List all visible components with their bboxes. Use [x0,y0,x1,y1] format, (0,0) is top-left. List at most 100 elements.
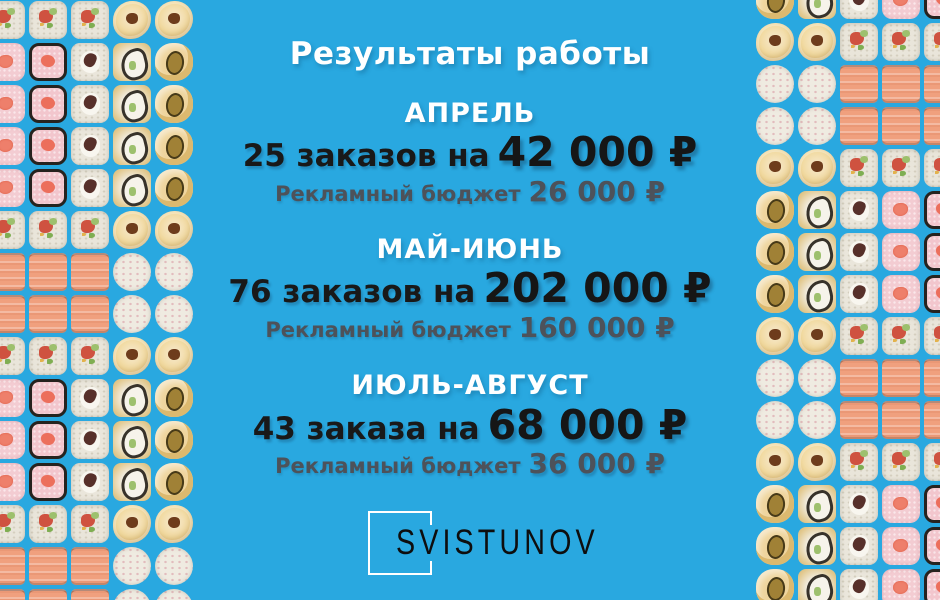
sushi-piece-makiVeg [840,23,878,61]
sushi-piece-crusted [113,379,151,417]
sushi-piece-creamTuna [71,421,109,459]
budget-amount: 36 000 ₽ [528,447,665,481]
sushi-piece-tempSwirl [113,505,151,543]
sushi-piece-creamTuna [71,85,109,123]
sushi-piece-crusted [798,233,836,271]
sushi-piece-creamTuna [71,169,109,207]
sushi-piece-crusted [113,85,151,123]
orders-amount: 202 000 ₽ [483,264,712,313]
budget-label: Рекламный бюджет [275,454,521,479]
sushi-piece-salmon [882,107,920,145]
budget-label: Рекламный бюджет [265,318,511,343]
sushi-piece-plain [155,547,193,585]
sushi-piece-crusted [798,0,836,19]
sushi-piece-tempSwirl [798,443,836,481]
sushi-piece-plain [798,359,836,397]
sushi-piece-salmon [924,401,940,439]
sushi-piece-salmon [882,401,920,439]
sushi-piece-tempSwirl [798,317,836,355]
logo: SVISTUNOV [340,508,600,578]
sushi-piece-salmon [29,253,67,291]
sushi-piece-tempOlive [155,127,193,165]
sushi-piece-pink [0,85,25,123]
sushi-piece-tempOlive [756,233,794,271]
sushi-piece-makiVeg [882,23,920,61]
logo-frame-square-icon [368,511,434,576]
sushi-piece-makiVeg [882,149,920,187]
result-section-may-june: МАЙ-ИЮНЬ 76 заказов на 202 000 ₽ Рекламны… [188,234,752,344]
sushi-piece-plain [756,65,794,103]
sushi-piece-creamTuna [71,43,109,81]
sushi-piece-tempOlive [756,569,794,600]
sushi-piece-tempSwirl [798,149,836,187]
sushi-piece-tempSwirl [155,1,193,39]
orders-line: 25 заказов на 42 000 ₽ [188,129,752,176]
month-heading: МАЙ-ИЮНЬ [376,234,564,266]
sushi-piece-crusted [113,169,151,207]
sushi-piece-makiVeg [29,211,67,249]
sushi-piece-creamTuna [840,275,878,313]
sushi-piece-tempOlive [756,527,794,565]
sushi-piece-tempSwirl [756,23,794,61]
logo-text: SVISTUNOV [396,523,599,563]
sushi-piece-salmon [840,65,878,103]
sushi-piece-creamTuna [840,0,878,19]
sushi-piece-pink [882,275,920,313]
sushi-piece-creamTuna [840,485,878,523]
sushi-piece-pinkNori [924,191,940,229]
sushi-piece-salmon [0,253,25,291]
orders-line: 76 заказов на 202 000 ₽ [188,266,752,312]
sushi-piece-plain [113,547,151,585]
month-heading: ИЮЛЬ-АВГУСТ [351,370,589,402]
sushi-piece-pinkNori [29,127,67,165]
sushi-piece-tempSwirl [113,337,151,375]
sushi-piece-plain [155,253,193,291]
sushi-piece-makiVeg [924,149,940,187]
sushi-piece-makiVeg [840,317,878,355]
sushi-piece-crusted [798,485,836,523]
orders-prefix: 76 заказов на [228,274,476,311]
sushi-piece-pink [0,421,25,459]
sushi-piece-pinkNori [924,233,940,271]
sushi-piece-salmon [29,295,67,333]
sushi-piece-plain [155,295,193,333]
sushi-piece-plain [798,107,836,145]
sushi-piece-pinkNori [29,85,67,123]
sushi-piece-tempSwirl [113,211,151,249]
page-title: Результаты работы [289,36,651,72]
result-section-april: АПРЕЛЬ 25 заказов на 42 000 ₽ Рекламный б… [188,98,752,208]
sushi-piece-salmon [0,295,25,333]
sushi-piece-tempOlive [155,421,193,459]
sushi-piece-makiVeg [71,211,109,249]
sushi-piece-tempSwirl [155,211,193,249]
budget-line: Рекламный бюджет 160 000 ₽ [188,311,752,345]
sushi-piece-tempSwirl [113,1,151,39]
sushi-piece-crusted [113,463,151,501]
sushi-piece-tempOlive [756,191,794,229]
sushi-piece-salmon [924,359,940,397]
sushi-piece-creamTuna [840,569,878,600]
sushi-piece-salmon [840,359,878,397]
sushi-piece-pink [0,43,25,81]
sushi-piece-tempOlive [155,463,193,501]
budget-label: Рекламный бюджет [275,182,521,207]
sushi-piece-makiVeg [882,317,920,355]
sushi-piece-pinkNori [29,43,67,81]
sushi-piece-pink [882,485,920,523]
sushi-piece-crusted [113,421,151,459]
sushi-piece-crusted [113,127,151,165]
sushi-piece-pink [882,0,920,19]
sushi-photo-strip-left [0,1,193,600]
sushi-piece-pinkNori [924,569,940,600]
sushi-piece-plain [113,253,151,291]
sushi-piece-salmon [71,253,109,291]
sushi-piece-creamTuna [840,233,878,271]
budget-amount: 160 000 ₽ [518,311,675,345]
sushi-piece-makiVeg [882,443,920,481]
sushi-piece-salmon [924,107,940,145]
orders-prefix: 25 заказов на [242,138,490,175]
sushi-piece-makiVeg [924,443,940,481]
sushi-piece-salmon [71,547,109,585]
sushi-piece-pinkNori [924,0,940,19]
orders-line: 43 заказа на 68 000 ₽ [188,402,752,449]
